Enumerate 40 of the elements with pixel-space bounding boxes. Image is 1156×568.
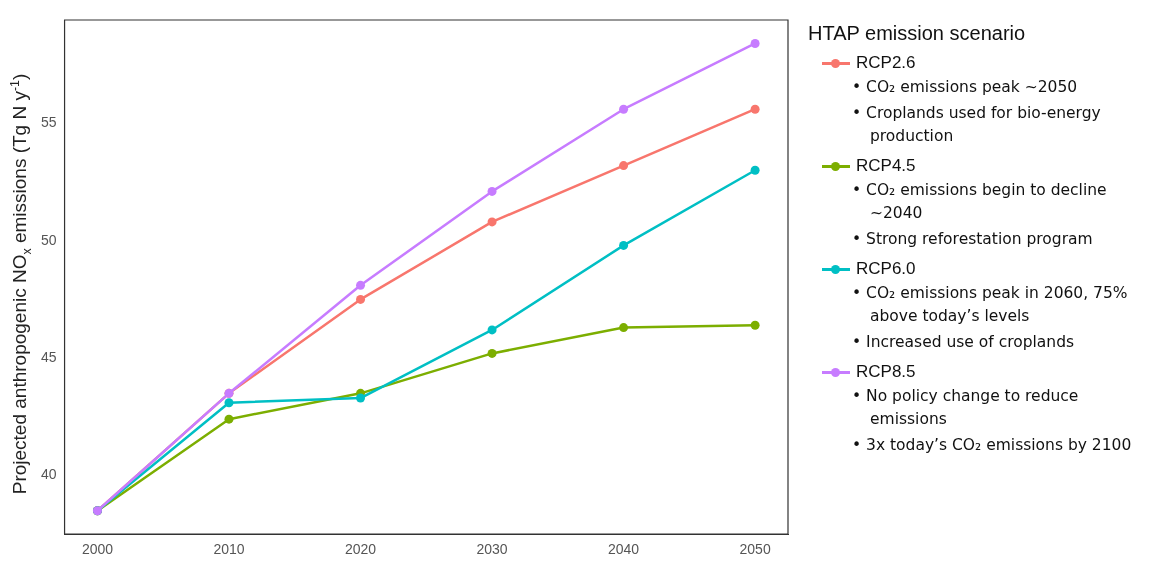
text: • Croplands used for bio-energy production xyxy=(852,103,1102,147)
legend-label: RCP8.5 xyxy=(856,362,916,382)
legend-label: RCP4.5 xyxy=(856,156,916,176)
text: • Increased use of croplands xyxy=(852,332,1076,353)
point xyxy=(487,325,497,335)
x-tick-label: 2010 xyxy=(213,541,245,558)
y-tick-label: 55 xyxy=(40,114,57,131)
point xyxy=(750,104,760,114)
text: • Strong reforestation program xyxy=(852,229,1094,250)
y-tick-label: 50 xyxy=(40,231,57,248)
legend-label: RCP2.6 xyxy=(856,53,916,73)
point xyxy=(487,186,497,196)
text: • No policy change to reduce emissions xyxy=(852,386,1080,430)
point xyxy=(487,217,497,227)
text: • CO₂ emissions peak ~2050 xyxy=(852,77,1079,98)
point xyxy=(224,398,234,408)
point xyxy=(224,414,234,424)
y-tick-label: 45 xyxy=(40,348,57,365)
x-tick-label: 2030 xyxy=(476,541,508,558)
point xyxy=(619,104,629,114)
point xyxy=(356,294,366,304)
point xyxy=(750,38,760,48)
point xyxy=(356,280,366,290)
x-tick-label: 2020 xyxy=(344,541,377,558)
point xyxy=(619,323,629,333)
text: • CO₂ emissions begin to decline ~2040 xyxy=(852,180,1108,224)
point xyxy=(619,161,629,171)
x-tick-label: 2050 xyxy=(739,541,771,558)
point xyxy=(619,240,629,250)
point xyxy=(356,393,366,403)
text: • 3x today’s CO₂ emissions by 2100 xyxy=(852,435,1133,456)
x-tick-label: 2000 xyxy=(81,541,114,558)
text: • CO₂ emissions peak in 2060, 75% above today’s levels xyxy=(852,283,1129,327)
legend-label: RCP6.0 xyxy=(856,259,916,279)
x-tick-label: 2040 xyxy=(608,541,640,558)
legend-title: HTAP emission scenario xyxy=(808,22,1027,45)
point xyxy=(750,165,760,175)
y-tick-label: 40 xyxy=(40,466,57,483)
point xyxy=(487,348,497,358)
point xyxy=(750,320,760,330)
